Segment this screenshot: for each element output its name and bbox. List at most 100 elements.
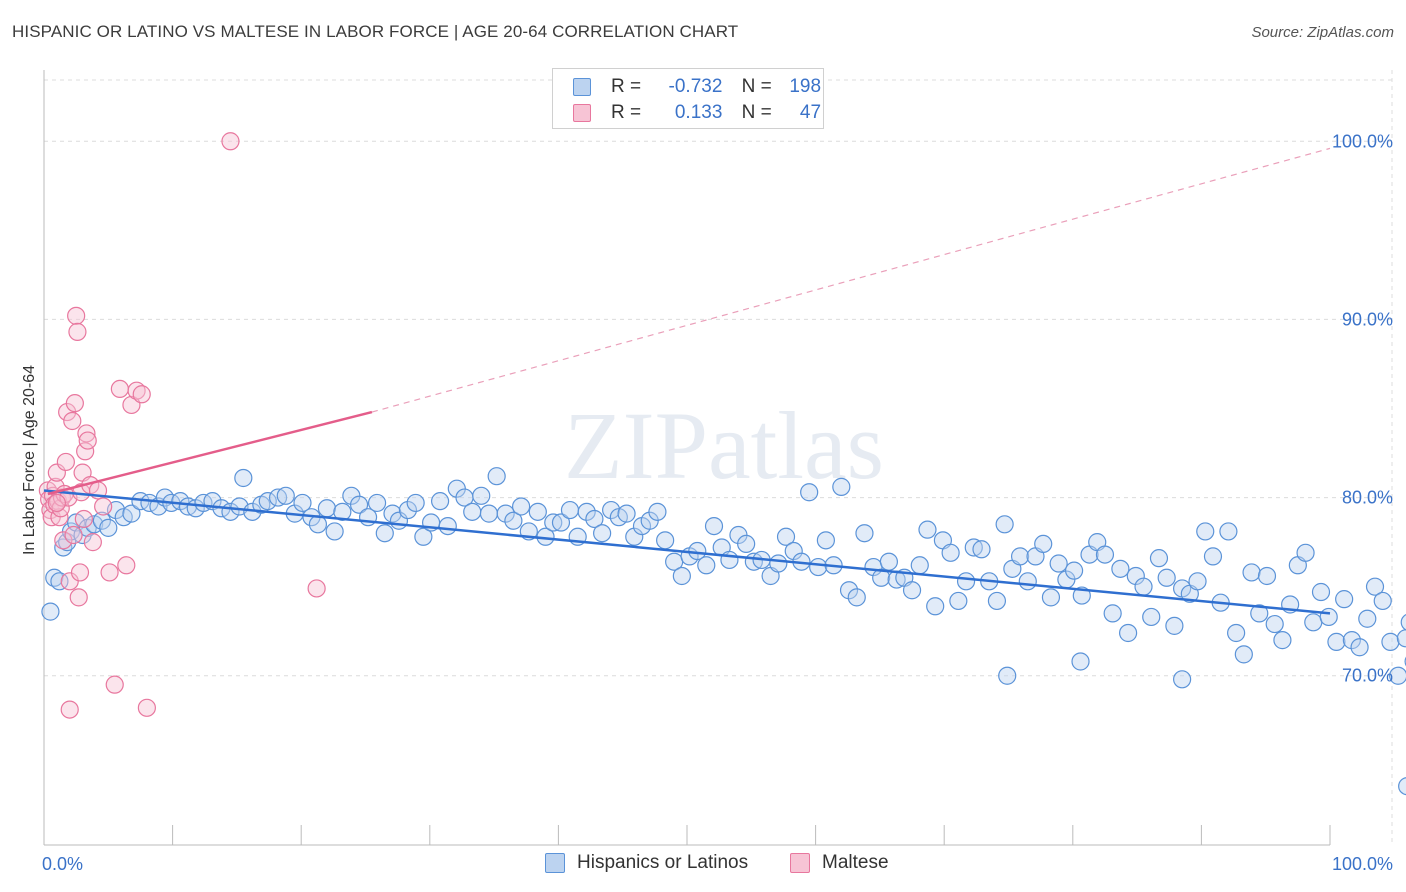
point-hispanics <box>472 486 491 505</box>
point-hispanics <box>276 486 295 505</box>
point-hispanics <box>551 513 571 532</box>
point-hispanics <box>1149 549 1169 568</box>
point-hispanics <box>1304 613 1323 632</box>
y-tick-label: 80.0% <box>1342 488 1393 508</box>
point-hispanics <box>504 511 523 530</box>
point-hispanics <box>1265 614 1284 634</box>
point-hispanics <box>1373 591 1392 611</box>
legend-r-value-maltese: 0.133 <box>674 102 723 123</box>
point-hispanics <box>325 522 344 541</box>
point-hispanics <box>1389 666 1406 685</box>
point-hispanics <box>998 666 1017 685</box>
point-hispanics <box>956 572 976 591</box>
point-maltese <box>132 385 151 404</box>
point-hispanics <box>704 516 724 536</box>
bottom-legend-label-maltese: Maltese <box>822 852 889 873</box>
point-maltese <box>307 579 326 598</box>
point-hispanics <box>910 556 929 575</box>
point-maltese <box>60 700 79 719</box>
point-hispanics <box>1157 568 1176 587</box>
point-hispanics <box>926 597 945 616</box>
point-hispanics <box>258 492 277 511</box>
point-hispanics <box>1358 609 1377 628</box>
point-hispanics <box>737 534 756 554</box>
point-maltese <box>78 431 97 450</box>
point-hispanics <box>1142 607 1161 627</box>
point-hispanics <box>941 543 960 562</box>
watermark: ZIPatlas <box>564 392 884 499</box>
point-hispanics <box>879 552 899 571</box>
point-hispanics <box>697 556 716 575</box>
point-hispanics <box>1034 534 1053 554</box>
point-hispanics <box>816 531 835 550</box>
point-hispanics <box>50 572 69 591</box>
point-hispanics <box>92 511 111 530</box>
point-hispanics <box>560 500 580 520</box>
point-maltese <box>76 442 95 461</box>
point-hispanics <box>1219 522 1238 541</box>
point-hispanics <box>617 504 636 523</box>
point-maltese <box>100 563 119 582</box>
point-hispanics <box>375 524 394 543</box>
legend-swatch-hispanics <box>573 78 591 96</box>
legend-n-label: N = <box>741 76 772 97</box>
point-hispanics <box>1350 638 1369 657</box>
legend-swatch-maltese <box>573 104 591 122</box>
point-maltese <box>221 132 240 151</box>
point-hispanics <box>122 504 141 523</box>
point-hispanics <box>1400 614 1406 631</box>
point-hispanics <box>995 515 1014 534</box>
chart-source: Source: ZipAtlas.com <box>1251 24 1394 41</box>
point-maltese <box>127 381 146 400</box>
bottom-legend-swatch-hispanics <box>545 853 565 873</box>
point-hispanics <box>1165 616 1184 635</box>
point-hispanics <box>1064 561 1084 580</box>
point-maltese <box>63 411 82 431</box>
legend-r-label: R = <box>611 102 642 123</box>
point-maltese <box>68 322 87 341</box>
point-hispanics <box>602 500 621 520</box>
point-maltese <box>56 452 75 472</box>
point-maltese <box>117 556 136 575</box>
point-hispanics <box>593 524 612 543</box>
point-hispanics <box>1188 572 1207 591</box>
point-hispanics <box>406 493 425 513</box>
point-hispanics <box>1196 522 1215 541</box>
point-hispanics <box>800 483 819 502</box>
point-maltese <box>69 588 88 607</box>
legend-r-label: R = <box>611 76 642 97</box>
chart-title: HISPANIC OR LATINO VS MALTESE IN LABOR F… <box>12 22 739 41</box>
watermark-text: ZIPatlas <box>564 392 884 499</box>
point-hispanics <box>1273 631 1292 650</box>
point-hispanics <box>1242 563 1261 582</box>
x-tick-label: 100.0% <box>1332 854 1393 874</box>
point-hispanics <box>577 502 596 521</box>
point-hispanics <box>383 504 402 523</box>
y-axis-label: In Labor Force | Age 20-64 <box>21 364 38 556</box>
y-tick-label: 70.0% <box>1342 666 1393 686</box>
point-hispanics <box>720 550 739 570</box>
point-hispanics <box>41 602 60 621</box>
point-hispanics <box>1319 607 1338 627</box>
point-hispanics <box>496 504 515 523</box>
trendline-maltese <box>47 410 373 496</box>
point-hispanics <box>1327 632 1346 651</box>
point-hispanics <box>528 502 547 521</box>
point-hispanics <box>839 581 859 600</box>
point-hispanics <box>1227 623 1246 643</box>
x-tick-labels: 0.0% 100.0% <box>42 854 1393 874</box>
point-hispanics <box>1342 631 1361 650</box>
point-maltese <box>77 424 96 443</box>
point-hispanics <box>367 493 387 513</box>
point-hispanics <box>972 540 991 559</box>
point-maltese <box>65 394 84 413</box>
axes <box>43 70 1331 846</box>
legend-n-value-hispanics: 198 <box>789 76 822 97</box>
point-maltese <box>54 531 73 550</box>
point-maltese <box>137 698 156 717</box>
point-hispanics <box>1365 577 1385 596</box>
point-hispanics <box>1049 554 1068 573</box>
trendline-maltese-projection <box>371 147 1331 413</box>
point-hispanics <box>234 468 253 488</box>
